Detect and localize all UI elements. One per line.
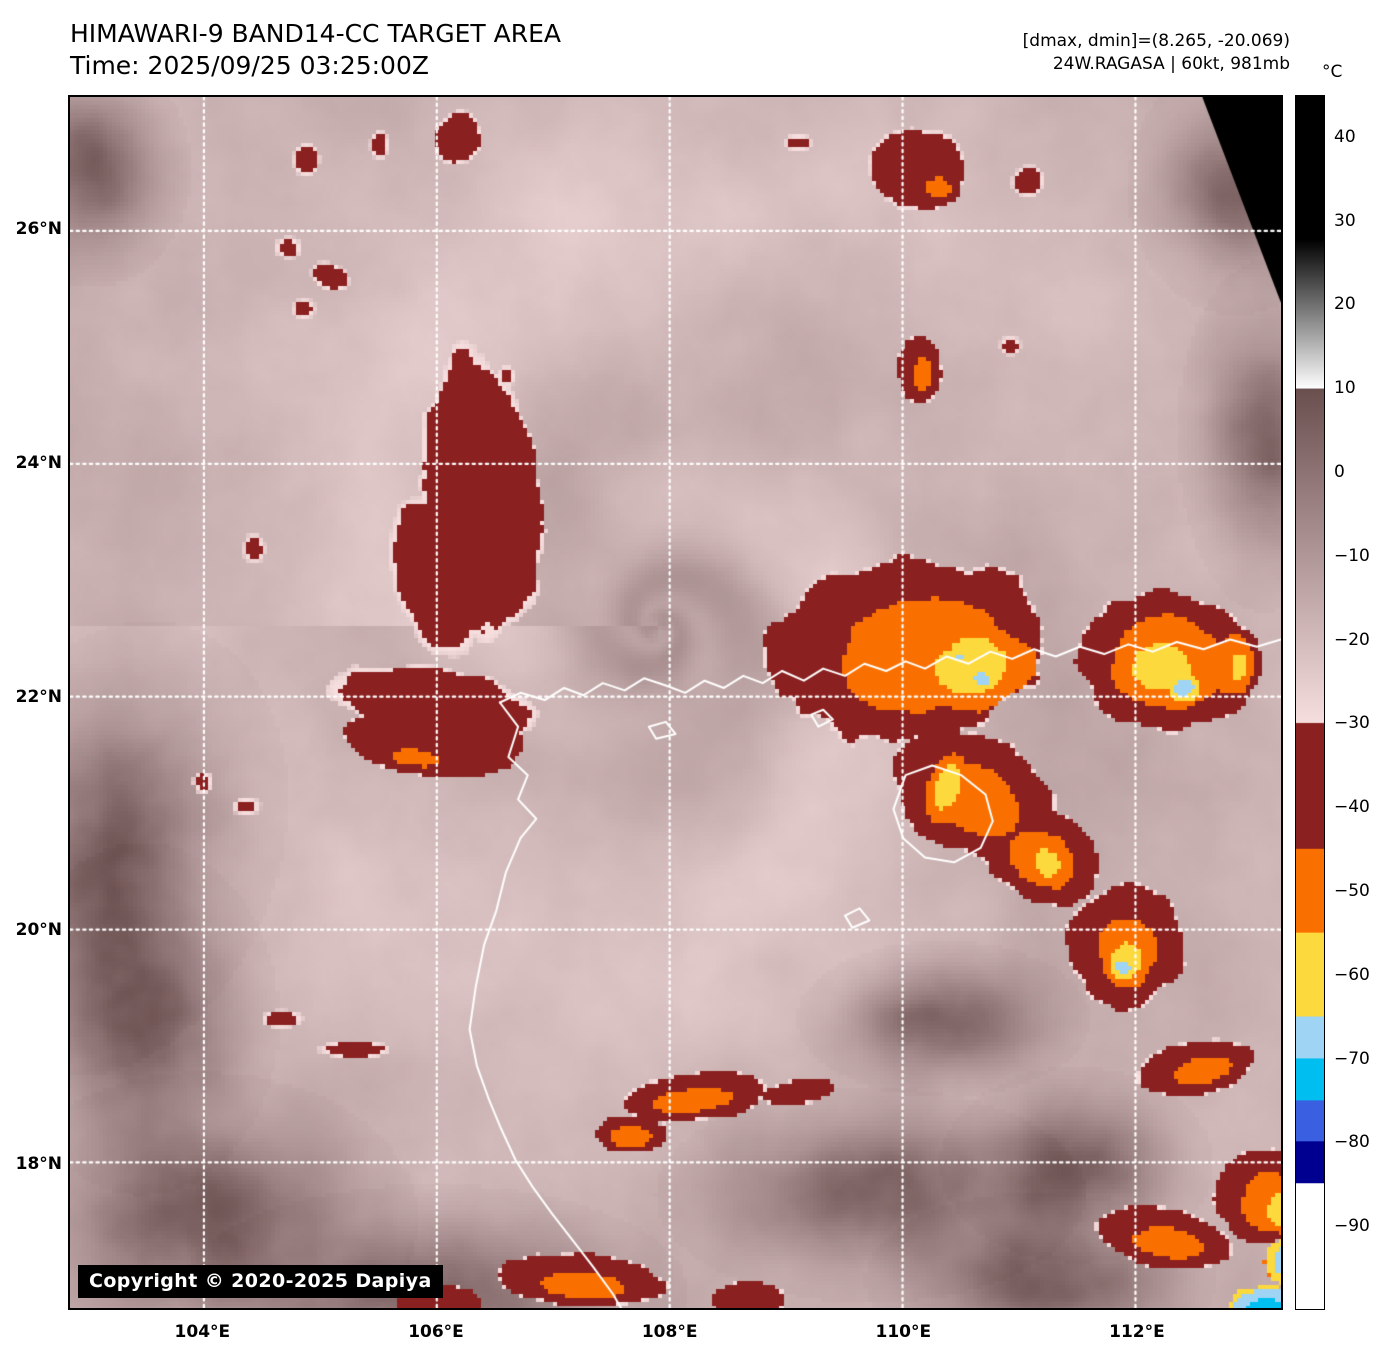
- copyright-watermark: Copyright © 2020-2025 Dapiya: [78, 1265, 443, 1298]
- storm-readout: 24W.RAGASA | 60kt, 981mb: [1052, 54, 1290, 74]
- timestamp: Time: 2025/09/25 03:25:00Z: [70, 51, 429, 80]
- colorbar-tick--70: −70: [1334, 1048, 1370, 1069]
- lat-tick-22: 22°N: [15, 686, 62, 707]
- title-block: HIMAWARI-9 BAND14-CC TARGET AREA Time: 2…: [70, 18, 561, 82]
- colorbar-tick-20: 20: [1334, 294, 1356, 315]
- lat-tick-24: 24°N: [15, 453, 62, 473]
- lon-tick-104: 104°E: [174, 1322, 231, 1342]
- colorbar-tick--60: −60: [1334, 964, 1370, 985]
- lon-tick-108: 108°E: [641, 1322, 698, 1342]
- colorbar-tick--20: −20: [1334, 629, 1370, 650]
- satellite-image-canvas: [70, 97, 1281, 1308]
- colorbar-gradient: [1296, 96, 1324, 1309]
- satellite-map[interactable]: Copyright © 2020-2025 Dapiya: [68, 95, 1283, 1310]
- lon-tick-110: 110°E: [875, 1322, 932, 1342]
- lon-tick-106: 106°E: [408, 1322, 464, 1342]
- colorbar-tick--50: −50: [1334, 881, 1370, 902]
- lat-tick-26: 26°N: [15, 219, 62, 240]
- lat-tick-20: 20°N: [15, 920, 62, 941]
- colorbar-tick--10: −10: [1334, 545, 1370, 566]
- colorbar-tick--90: −90: [1334, 1216, 1370, 1237]
- colorbar-tick--30: −30: [1334, 713, 1370, 734]
- lat-tick-18: 18°N: [15, 1153, 62, 1174]
- page-title: HIMAWARI-9 BAND14-CC TARGET AREA: [70, 19, 562, 48]
- colorbar-tick--40: −40: [1334, 797, 1370, 818]
- colorbar-tick--80: −80: [1334, 1132, 1370, 1153]
- lon-tick-112: 112°E: [1109, 1322, 1165, 1342]
- colorbar-tick-10: 10: [1334, 378, 1356, 399]
- colorbar-tick-0: 0: [1334, 462, 1345, 483]
- colorbar[interactable]: [1295, 95, 1325, 1310]
- colorbar-tick-40: 40: [1334, 126, 1356, 147]
- metadata-block: [dmax, dmin]=(8.265, -20.069) 24W.RAGASA…: [1023, 30, 1290, 76]
- colorbar-unit-label: °C: [1322, 62, 1343, 82]
- dminmax-readout: [dmax, dmin]=(8.265, -20.069): [1022, 31, 1290, 51]
- colorbar-tick-30: 30: [1334, 210, 1356, 231]
